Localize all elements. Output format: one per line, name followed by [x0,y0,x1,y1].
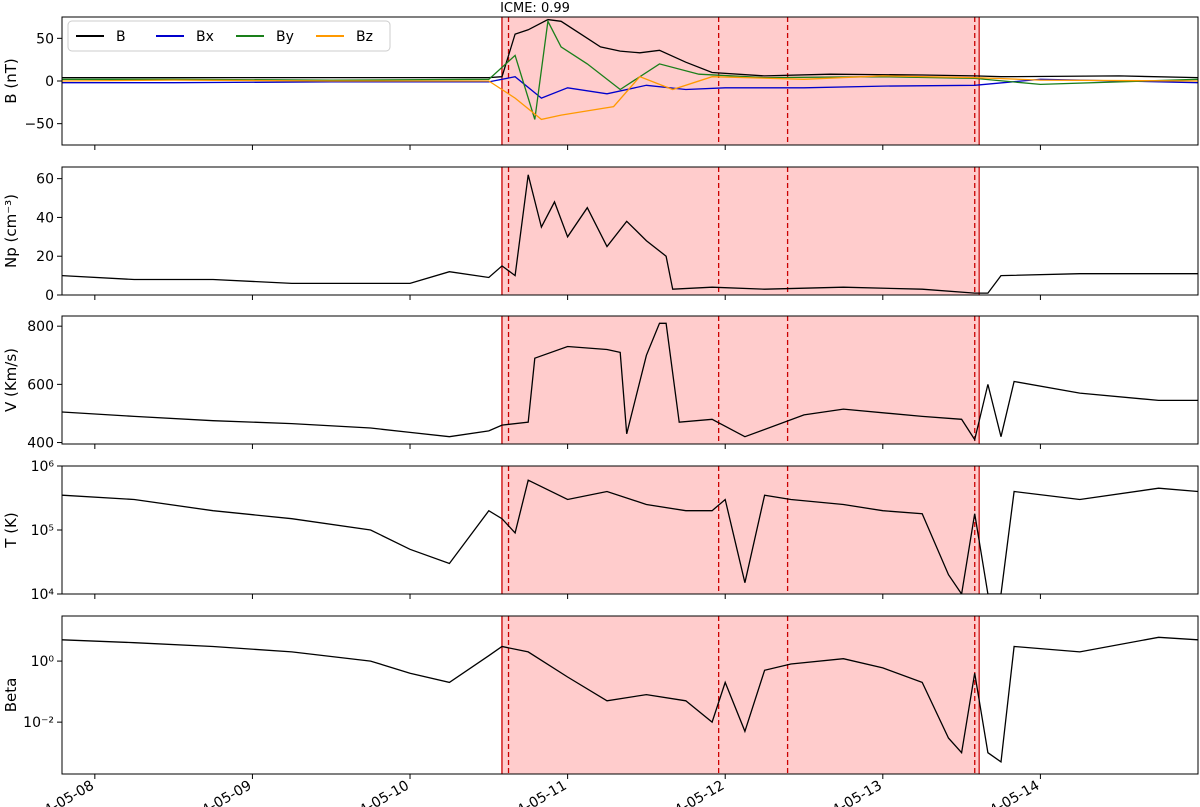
y-tick-label: 10⁰ [31,654,55,670]
legend-label: B [116,29,126,45]
x-tick-label: 2024-05-11 [491,778,569,807]
plot-frame [61,615,1199,775]
y-tick-label: 10⁻² [23,715,54,731]
icme-shaded-region [501,17,979,145]
y-tick-label: 600 [27,377,54,393]
y-tick-label: 400 [27,436,54,452]
x-tick-label: 2024-05-12 [649,778,727,807]
y-tick-label: 10⁵ [31,523,54,539]
y-tick-label: 800 [27,319,54,335]
icme-shaded-region [501,616,979,774]
panel-4: 10⁴ 10⁵ 10⁶ T (K) [2,459,1199,603]
panel-3: 400 600 800 V (Km/s) [2,315,1199,452]
plot-frame [61,315,1199,445]
series-line-bz [62,75,1198,121]
series-line-bx [62,76,1198,99]
series-line-b [62,18,1198,79]
legend: B Bx By Bz [67,20,391,52]
icme-shaded-region [501,466,979,594]
y-axis-label: V (Km/s) [2,348,20,412]
y-tick-label: 0 [45,74,54,90]
panel-5: 10⁻² 10⁰ Beta [2,615,1199,779]
series-line [62,636,1198,764]
legend-label: Bz [356,29,373,45]
x-tick-label: 2024-05-14 [964,778,1043,807]
y-tick-label: 50 [36,31,54,47]
y-axis-label: Np (cm⁻³) [2,194,20,268]
plot-frame [61,166,1199,296]
icme-annotation: ICME: 0.99 [500,1,570,16]
x-tick-label: 2024-05-08 [18,778,96,807]
x-tick-label: 2024-05-10 [334,778,412,807]
series-line [62,174,1198,294]
y-axis-label: B (nT) [2,58,20,103]
icme-shaded-region [501,167,979,295]
panel-1: −50 0 50 B (nT) [2,16,1199,150]
y-tick-label: −50 [24,117,54,133]
legend-box [67,20,391,52]
x-tick-label: 2024-05-09 [176,778,254,807]
y-tick-label: 10⁴ [31,587,55,603]
y-axis-label: Beta [2,678,20,713]
y-tick-label: 20 [36,249,54,265]
y-tick-label: 0 [45,288,54,304]
icme-shaded-region [501,316,979,444]
y-tick-label: 40 [36,210,54,226]
series-line [62,322,1198,442]
panel-2: 0 20 40 60 Np (cm⁻³) [2,166,1199,304]
series-line [62,479,1198,594]
series-line-by [62,19,1198,120]
y-axis-label: T (K) [2,512,20,548]
x-tick-label: 2024-05-13 [806,778,884,807]
y-tick-label: 60 [36,172,54,188]
y-tick-label: 10⁶ [31,459,55,475]
legend-label: Bx [196,29,214,45]
legend-label: By [276,29,294,45]
